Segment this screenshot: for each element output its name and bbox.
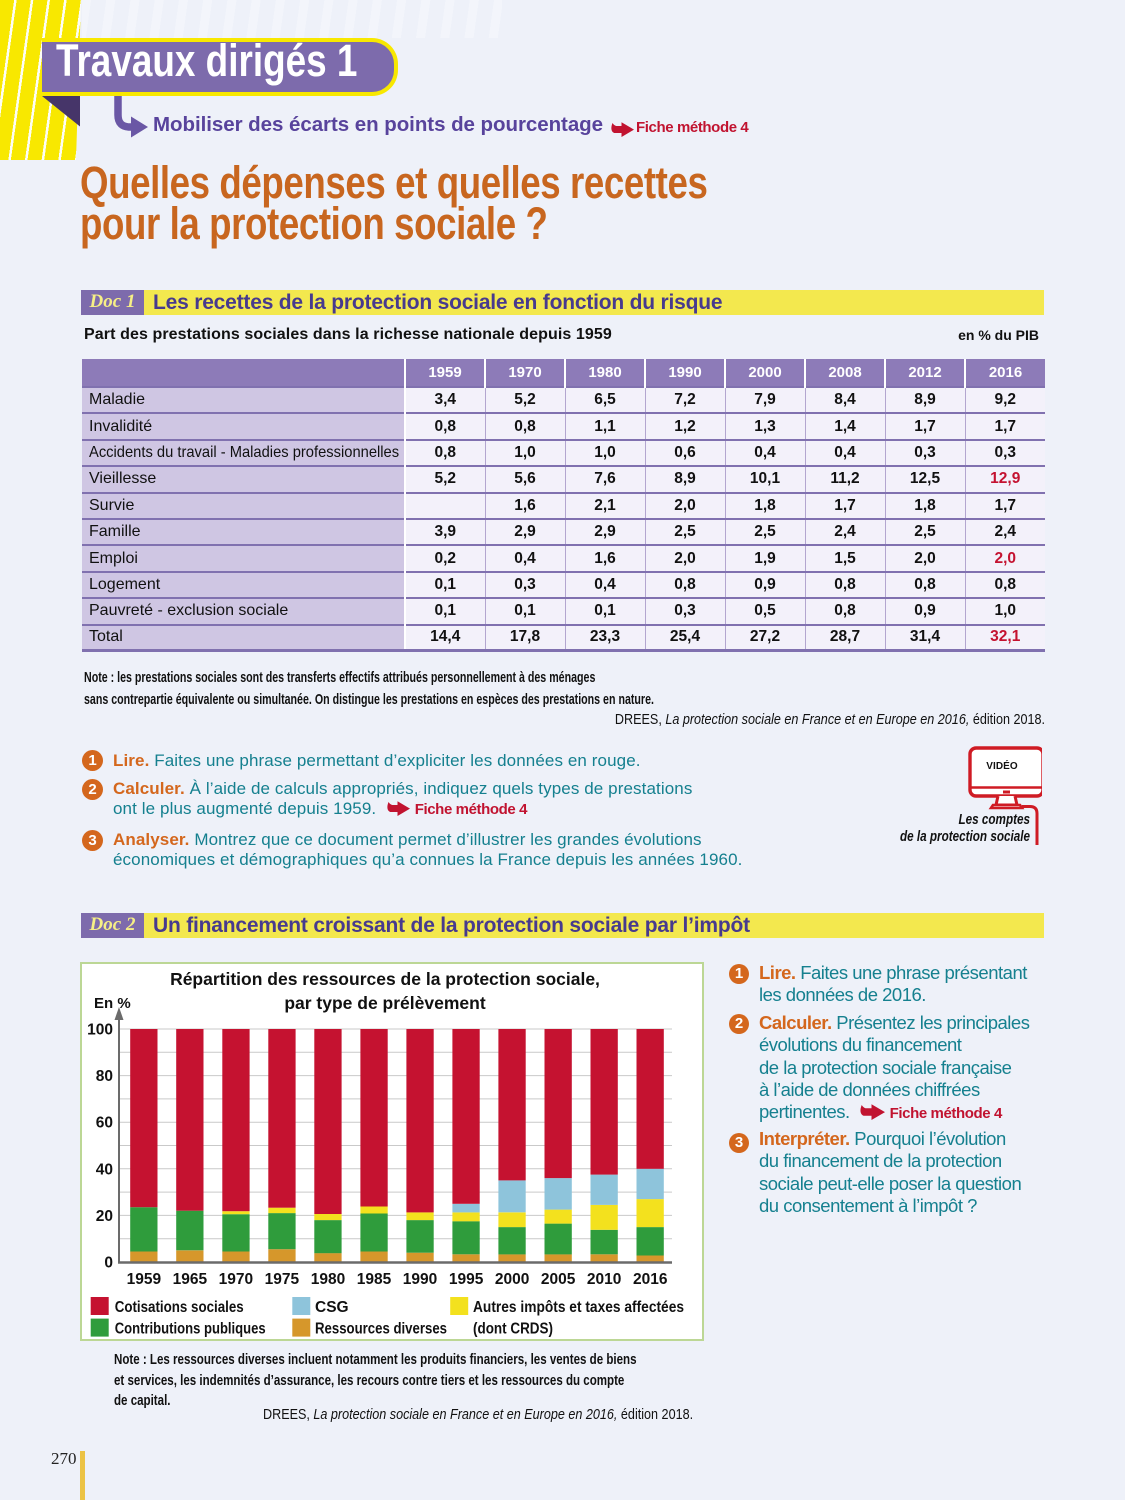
svg-text:1970: 1970 <box>219 1271 253 1288</box>
svg-text:1965: 1965 <box>173 1271 208 1288</box>
svg-text:20: 20 <box>96 1208 113 1225</box>
svg-text:Ressources diverses: Ressources diverses <box>315 1320 447 1337</box>
svg-text:Autres impôts et taxes affecté: Autres impôts et taxes affectées <box>473 1299 684 1316</box>
svg-text:0: 0 <box>104 1255 113 1272</box>
svg-text:60: 60 <box>96 1115 113 1132</box>
svg-text:2005: 2005 <box>541 1271 576 1288</box>
svg-text:1959: 1959 <box>127 1271 162 1288</box>
svg-text:2000: 2000 <box>495 1271 529 1288</box>
svg-text:1975: 1975 <box>265 1271 300 1288</box>
svg-text:2010: 2010 <box>587 1271 621 1288</box>
svg-text:Cotisations sociales: Cotisations sociales <box>115 1299 244 1316</box>
svg-text:40: 40 <box>96 1161 113 1178</box>
svg-text:1985: 1985 <box>357 1271 392 1288</box>
svg-text:1980: 1980 <box>311 1271 345 1288</box>
svg-text:CSG: CSG <box>315 1299 349 1316</box>
svg-text:(dont CRDS): (dont CRDS) <box>473 1320 553 1337</box>
svg-text:Contributions publiques: Contributions publiques <box>115 1320 266 1337</box>
svg-text:1990: 1990 <box>403 1271 437 1288</box>
svg-text:100: 100 <box>87 1022 113 1039</box>
svg-text:1995: 1995 <box>449 1271 484 1288</box>
svg-text:80: 80 <box>96 1068 113 1085</box>
svg-text:2016: 2016 <box>633 1271 668 1288</box>
